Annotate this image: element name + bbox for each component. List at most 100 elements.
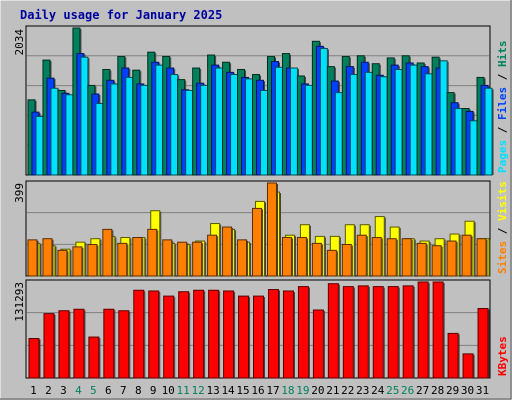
legend-files: Files (496, 87, 509, 120)
bar-sites-day-17 (266, 182, 278, 277)
day-label-17: 17 (266, 384, 279, 397)
bar-sites-day-27 (416, 242, 428, 277)
bar-kbytes-day-12 (193, 289, 206, 379)
bar-sites-day-28 (431, 245, 443, 277)
bar-kbytes-day-26 (402, 285, 415, 379)
bar-sites-day-9 (147, 228, 159, 277)
bar-kbytes-day-4 (73, 308, 86, 379)
bar-sites-day-2 (42, 238, 54, 277)
legend-kbytes: KBytes (496, 336, 509, 376)
bar-kbytes-day-5 (88, 336, 101, 379)
bar-kbytes-day-2 (43, 313, 56, 379)
bar-sites-day-14 (222, 226, 234, 277)
day-label-5: 5 (90, 384, 97, 397)
bar-sites-day-20 (311, 242, 323, 277)
day-label-31: 31 (476, 384, 489, 397)
day-label-16: 16 (251, 384, 264, 397)
bar-kbytes-day-28 (432, 281, 445, 379)
bar-kbytes-day-14 (223, 290, 236, 379)
day-label-3: 3 (60, 384, 67, 397)
bar-sites-day-7 (117, 242, 129, 277)
bar-sites-day-13 (207, 234, 219, 277)
bar-sites-day-22 (341, 244, 353, 277)
day-label-21: 21 (326, 384, 339, 397)
day-label-12: 12 (192, 384, 205, 397)
day-label-9: 9 (150, 384, 157, 397)
day-label-10: 10 (162, 384, 175, 397)
day-label-25: 25 (386, 384, 399, 397)
bar-sites-day-11 (177, 241, 189, 277)
legend-visits: Visits (496, 181, 509, 221)
kbytes-legend: KBytes (496, 336, 509, 376)
day-label-28: 28 (431, 384, 444, 397)
bar-kbytes-day-24 (372, 286, 385, 379)
bar-kbytes-day-13 (208, 289, 221, 379)
bar-sites-day-31 (476, 238, 488, 277)
bar-kbytes-day-9 (148, 290, 161, 379)
bar-sites-day-23 (356, 234, 368, 277)
bar-kbytes-day-25 (387, 286, 400, 379)
bar-kbytes-day-17 (267, 289, 280, 379)
bar-kbytes-day-27 (417, 281, 430, 379)
day-label-18: 18 (281, 384, 294, 397)
bar-kbytes-day-18 (282, 290, 295, 379)
bar-pages-day-31 (484, 87, 494, 176)
bar-sites-day-24 (371, 237, 383, 277)
day-label-2: 2 (45, 384, 52, 397)
day-label-1: 1 (30, 384, 37, 397)
legend-sites: Sites (496, 241, 509, 274)
bar-kbytes-day-11 (178, 291, 191, 379)
day-label-4: 4 (75, 384, 82, 397)
kbytes-panel (25, 279, 491, 379)
bar-sites-day-29 (446, 240, 458, 277)
day-label-8: 8 (135, 384, 142, 397)
bar-kbytes-day-30 (462, 353, 475, 379)
svg-text:Pages / Files / Hits: Pages / Files / Hits (496, 41, 509, 174)
visitors-panel (25, 180, 491, 277)
bar-sites-day-26 (401, 238, 413, 277)
bar-sites-day-19 (296, 237, 308, 277)
legend-hits: Hits (496, 41, 509, 68)
bar-sites-day-30 (461, 234, 473, 277)
day-label-26: 26 (401, 384, 414, 397)
bar-kbytes-day-15 (238, 295, 251, 379)
bar-sites-day-8 (132, 237, 144, 277)
bar-kbytes-day-8 (133, 289, 146, 379)
bar-kbytes-day-31 (477, 308, 490, 379)
bar-sites-day-15 (237, 239, 249, 277)
bar-kbytes-day-29 (447, 332, 460, 379)
day-label-22: 22 (341, 384, 354, 397)
bar-kbytes-day-16 (253, 295, 266, 379)
day-label-13: 13 (206, 384, 219, 397)
bar-kbytes-day-3 (58, 310, 71, 379)
requests-ymax-label: 2034 (13, 29, 26, 56)
bar-sites-day-18 (281, 237, 293, 277)
svg-text:Sites / Visits: Sites / Visits (496, 181, 509, 274)
day-label-15: 15 (236, 384, 249, 397)
day-label-24: 24 (371, 384, 385, 397)
day-label-6: 6 (105, 384, 112, 397)
requests-legend: Pages / Files / Hits (496, 41, 509, 174)
day-label-7: 7 (120, 384, 127, 397)
bar-kbytes-day-7 (118, 310, 131, 379)
day-label-19: 19 (296, 384, 309, 397)
bar-kbytes-day-20 (312, 309, 325, 379)
day-labels: 1 2 3 4 5 6 7 8 9 10 11 12 13 14 15 16 17 18 19 20 21 22 23 24 2… (30, 384, 489, 397)
visitors-ymax-label: 399 (13, 183, 26, 203)
bar-sites-day-10 (162, 239, 174, 277)
bar-kbytes-day-6 (103, 308, 116, 379)
visitors-legend: Sites / Visits (496, 181, 509, 274)
bar-sites-day-3 (57, 249, 69, 277)
bar-sites-day-16 (252, 207, 264, 277)
svg-text:KBytes: KBytes (496, 336, 509, 376)
bar-sites-day-12 (192, 241, 204, 277)
kbytes-ymax-label: 131293 (13, 282, 26, 322)
day-label-27: 27 (416, 384, 429, 397)
day-label-20: 20 (311, 384, 324, 397)
day-label-23: 23 (356, 384, 369, 397)
day-label-14: 14 (221, 384, 235, 397)
day-label-29: 29 (446, 384, 459, 397)
bar-sites-day-5 (87, 244, 99, 277)
bar-sites-day-21 (326, 249, 338, 277)
